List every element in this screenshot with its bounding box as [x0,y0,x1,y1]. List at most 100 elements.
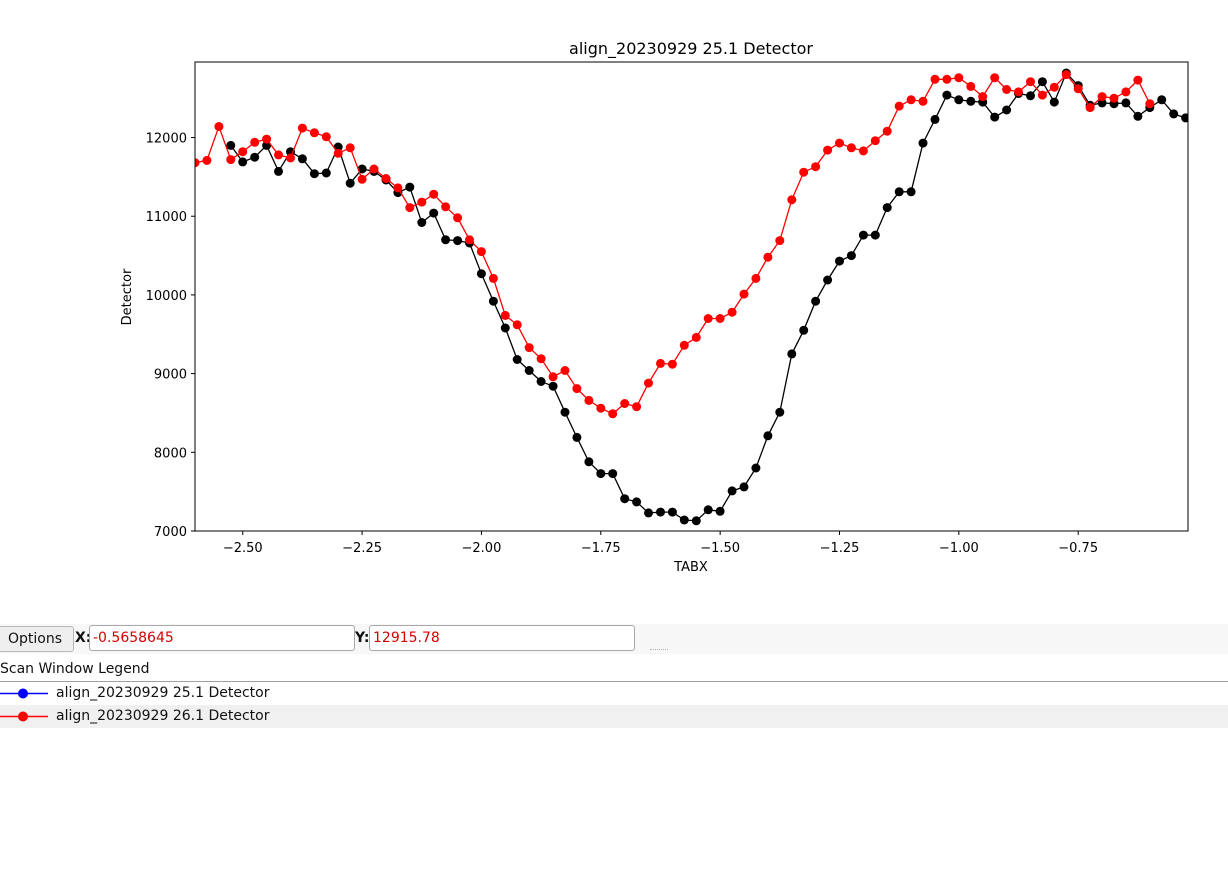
series-1-point [608,469,618,479]
series-2-point [536,354,546,364]
series-2-point [1061,70,1071,80]
series-1-point [632,497,642,507]
series-2-point [297,123,307,133]
series-2-point [321,132,331,142]
series-1-point [930,114,940,124]
series-2-point [656,358,665,368]
x-tick-label: −1.50 [700,541,740,556]
series-2-point [870,136,880,146]
series-1-point [512,355,522,364]
x-tick-label: −2.00 [462,541,502,556]
series-2-point [476,247,486,257]
series-1-point [918,138,928,148]
x-tick-label: −2.25 [342,541,382,556]
chart-title: align_20230929 25.1 Detector [569,39,813,59]
series-1-point [775,407,785,417]
legend-line-marker-icon [0,688,48,699]
series-2-point [990,73,1000,83]
y-tick-label: 10000 [146,289,187,304]
series-1-point [870,230,880,240]
series-2-point [918,96,928,106]
series-2-point [799,167,809,177]
series-1-point [1049,97,1059,107]
series-1-point [1026,91,1035,101]
series-2-point [1073,84,1083,94]
legend-title: Scan Window Legend [0,661,150,677]
legend-entry-25-1[interactable]: align_20230929 25.1 Detector [0,682,1228,705]
series-2-point [1097,92,1107,102]
x-tick-label: −2.50 [223,541,263,556]
series-1-point [811,296,821,306]
y-tick-label: 11000 [146,210,187,225]
series-1-point [799,325,809,335]
scan-plot[interactable]: align_20230929 25.1 Detector −2.50 −2.25 −… [0,0,1228,600]
series-2-point [644,378,653,388]
x-coordinate-label: X: [75,630,92,646]
series-2-point [393,183,403,193]
legend-entry-label: align_20230929 25.1 Detector [56,685,270,701]
series-1-point [763,431,773,441]
series-2-point [751,273,761,283]
series-2-point [846,143,856,153]
series-2-point [1049,82,1059,92]
x-coordinate-field[interactable] [89,625,355,651]
series-1-point [250,152,260,162]
series-2-point [333,148,343,158]
series-2-point [584,395,594,405]
series-2-point [894,101,904,111]
series-1-point [584,457,594,467]
x-tick-label: −0.75 [1058,541,1098,556]
series-2-point [906,95,916,105]
series-1-point [357,164,367,174]
y-tick-label: 8000 [154,446,187,461]
series-1-point [226,140,236,150]
plot-toolbar: Options X: Y: [0,624,1228,654]
series-1-point [882,203,892,213]
legend-entry-26-1[interactable]: align_20230929 26.1 Detector [0,705,1228,728]
series-1-point [787,349,797,359]
series-1-point [954,95,964,105]
series-1-point [894,187,904,197]
series-1-point [405,182,415,192]
series-1-point [715,506,725,516]
series-1-point [942,90,952,100]
splitter-handle[interactable] [650,649,668,652]
series-2-point [488,273,498,283]
series-2-point [1085,103,1095,113]
y-tick-label: 9000 [154,368,187,383]
series-1-line [230,71,1186,522]
series-2-point [942,74,952,84]
series-2-point [882,126,892,136]
series-1-point [679,515,689,525]
series-2-point [679,340,689,350]
series-2-point [512,320,522,330]
series-1-point [345,178,355,188]
series-1-point [274,166,283,176]
series-1-point [644,508,653,518]
series-2-point [250,137,260,147]
series-2-point [787,195,797,205]
series-1-point [1133,111,1143,121]
x-tick-label: −1.00 [939,541,979,556]
series-2-point [596,403,606,413]
series-1-point [1181,113,1188,123]
series-2-point [465,235,474,245]
series-1-point [1169,109,1179,119]
series-1-point [656,507,665,517]
series-1-point [429,208,439,218]
series-2-point [739,289,749,299]
series-2-point [763,252,773,262]
series-2-point [548,372,558,382]
series-2-point [309,128,319,138]
y-tick-label: 12000 [146,132,187,147]
series-2-point [345,143,355,153]
series-1-point [1157,95,1167,105]
y-coordinate-field[interactable] [369,625,635,651]
series-1 [226,68,1188,526]
series-1-point [667,507,677,517]
options-button[interactable]: Options [0,626,74,652]
series-1-point [751,463,761,473]
series-2-point [1145,99,1155,109]
series-2-point [500,310,510,320]
series-1-point [906,187,916,197]
